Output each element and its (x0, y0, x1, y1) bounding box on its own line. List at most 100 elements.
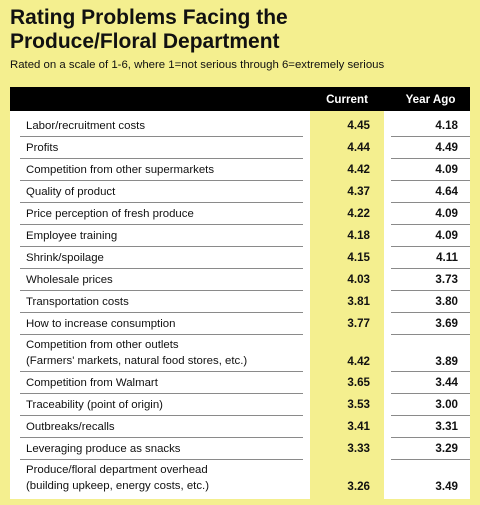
table-row: Employee training 4.18 4.09 (10, 225, 470, 247)
year-ago-value: 3.31 (435, 420, 458, 433)
row-divider (391, 224, 470, 225)
row-label-line: Produce/floral department overhead (26, 464, 208, 476)
row-label-line: Transportation costs (26, 296, 129, 308)
row-label-line: (building upkeep, energy costs, etc.) (26, 480, 209, 492)
row-divider (391, 136, 470, 137)
row-divider (391, 268, 470, 269)
row-label: Wholesale prices (26, 272, 113, 288)
row-label-line: Price perception of fresh produce (26, 208, 194, 220)
row-divider (20, 268, 303, 269)
row-divider (20, 371, 303, 372)
row-divider (20, 224, 303, 225)
table-row: Transportation costs 3.81 3.80 (10, 291, 470, 313)
row-label: Labor/recruitment costs (26, 118, 145, 134)
row-label-line: Quality of product (26, 186, 116, 198)
table-row: Quality of product 4.37 4.64 (10, 181, 470, 203)
row-label: Leveraging produce as snacks (26, 441, 181, 457)
current-value: 3.53 (347, 398, 370, 411)
current-value: 4.18 (347, 229, 370, 242)
year-ago-value: 3.89 (435, 355, 458, 368)
row-label-line: Outbreaks/recalls (26, 421, 115, 433)
current-column-highlight (310, 111, 384, 499)
row-label-line: Competition from Walmart (26, 377, 158, 389)
row-divider (20, 334, 303, 335)
row-divider (20, 393, 303, 394)
row-label-line: How to increase consumption (26, 318, 176, 330)
table-row: Price perception of fresh produce 4.22 4.0… (10, 203, 470, 225)
year-ago-value: 3.69 (435, 317, 458, 330)
row-divider (391, 371, 470, 372)
current-value: 3.41 (347, 420, 370, 433)
row-label: How to increase consumption (26, 316, 175, 332)
row-divider (20, 136, 303, 137)
row-divider (391, 202, 470, 203)
row-divider (20, 246, 303, 247)
current-value: 3.26 (347, 480, 370, 493)
current-value: 4.42 (347, 355, 370, 368)
table-row: Labor/recruitment costs 4.45 4.18 (10, 115, 470, 137)
row-label-line: (Farmers' markets, natural food stores, … (26, 355, 248, 367)
current-value: 4.44 (347, 141, 370, 154)
current-value: 4.42 (347, 163, 370, 176)
row-label: Quality of product (26, 184, 115, 200)
row-label: Price perception of fresh produce (26, 206, 194, 222)
year-ago-value: 3.29 (435, 442, 458, 455)
row-divider (20, 290, 303, 291)
row-label-line: Traceability (point of origin) (26, 399, 163, 411)
row-divider (20, 437, 303, 438)
row-label: Traceability (point of origin) (26, 397, 163, 413)
row-divider (20, 312, 303, 313)
year-ago-value: 3.73 (435, 273, 458, 286)
year-ago-value: 3.49 (435, 480, 458, 493)
table-row: Competition from other supermarkets 4.42 4… (10, 159, 470, 181)
row-label: Employee training (26, 228, 117, 244)
current-value: 3.65 (347, 376, 370, 389)
year-ago-value: 3.80 (435, 295, 458, 308)
row-divider (391, 415, 470, 416)
year-ago-value: 4.49 (435, 141, 458, 154)
row-label-line: Wholesale prices (26, 274, 113, 286)
column-header-current: Current (326, 93, 368, 106)
row-divider (391, 393, 470, 394)
row-label: Shrink/spoilage (26, 250, 104, 266)
year-ago-value: 4.09 (435, 163, 458, 176)
ratings-table: Current Year Ago Labor/recruitment costs… (10, 87, 470, 499)
column-header-year-ago: Year Ago (405, 93, 456, 106)
current-value: 4.22 (347, 207, 370, 220)
row-label-line: Competition from other supermarkets (26, 164, 215, 176)
table-header: Current Year Ago (10, 87, 470, 111)
row-label: Competition from other supermarkets (26, 162, 214, 178)
row-divider (20, 158, 303, 159)
row-divider (20, 415, 303, 416)
row-label-line: Employee training (26, 230, 118, 242)
table-row: Shrink/spoilage 4.15 4.11 (10, 247, 470, 269)
row-divider (20, 202, 303, 203)
year-ago-value: 4.09 (435, 229, 458, 242)
year-ago-value: 4.64 (435, 185, 458, 198)
row-label-line: Profits (26, 142, 59, 154)
row-label-line: Leveraging produce as snacks (26, 443, 181, 455)
row-label: Produce/floral department overhead (build… (26, 462, 209, 494)
year-ago-value: 4.09 (435, 207, 458, 220)
row-divider (20, 180, 303, 181)
current-value: 4.45 (347, 119, 370, 132)
current-value: 3.77 (347, 317, 370, 330)
year-ago-value: 3.44 (435, 376, 458, 389)
row-divider (391, 246, 470, 247)
current-value: 3.81 (347, 295, 370, 308)
table-row: Wholesale prices 4.03 3.73 (10, 269, 470, 291)
row-divider (391, 459, 470, 460)
table-row: Traceability (point of origin) 3.53 3.00 (10, 394, 470, 416)
row-label: Transportation costs (26, 294, 129, 310)
row-divider (391, 312, 470, 313)
current-value: 4.15 (347, 251, 370, 264)
current-value: 4.03 (347, 273, 370, 286)
row-label-line: Competition from other outlets (26, 339, 179, 351)
table-row: Competition from other outlets (Farmers' … (10, 335, 470, 372)
table-row: Profits 4.44 4.49 (10, 137, 470, 159)
row-label-line: Shrink/spoilage (26, 252, 104, 264)
row-label: Outbreaks/recalls (26, 419, 115, 435)
year-ago-value: 4.11 (436, 251, 458, 264)
chart-title: Rating Problems Facing the Produce/Flora… (10, 6, 470, 54)
year-ago-value: 3.00 (435, 398, 458, 411)
